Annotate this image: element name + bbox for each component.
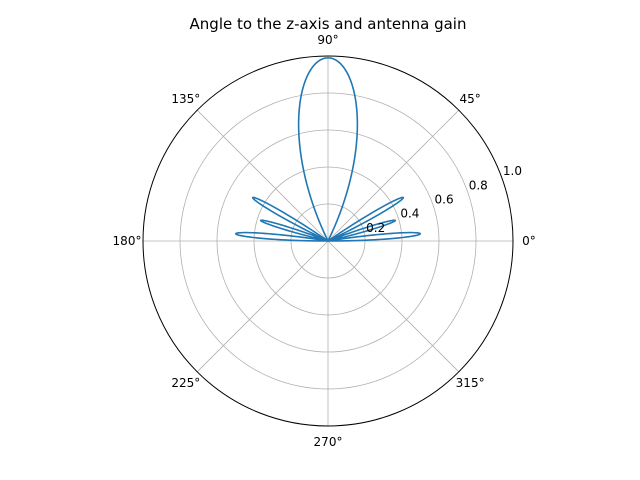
theta-gridline-315 (327, 240, 460, 373)
theta-gridline-135 (196, 109, 329, 242)
label-layer: 0° 45° 90° 135° 180° 225° 270° 315° 0.2 0.4 0.6 0.8… (113, 33, 536, 449)
r-tick-label: 1.0 (503, 164, 522, 178)
theta-tick-label: 90° (317, 33, 338, 47)
r-gridline-0.8 (179, 92, 477, 390)
r-gridline-0.4 (253, 166, 403, 316)
theta-tick-label: 0° (522, 234, 536, 248)
series-layer (234, 57, 422, 242)
theta-tick-label: 225° (171, 376, 200, 390)
theta-tick-label: 45° (459, 92, 480, 106)
theta-tick-label: 135° (171, 92, 200, 106)
theta-tick-label: 315° (456, 376, 485, 390)
r-tick-label: 0.4 (400, 207, 419, 221)
theta-gridline-225 (196, 240, 329, 373)
r-tick-label: 0.8 (469, 178, 488, 192)
r-gridline-0.6 (216, 129, 440, 353)
chart-title: Angle to the z-axis and antenna gain (189, 15, 467, 33)
r-tick-label: 0.2 (366, 221, 385, 235)
r-tick-label: 0.6 (435, 193, 454, 207)
theta-gridline-45 (327, 109, 460, 242)
theta-tick-label: 270° (314, 435, 343, 449)
polar-frame (142, 55, 514, 427)
theta-tick-label: 180° (113, 234, 142, 248)
gain-series-line (234, 57, 422, 242)
